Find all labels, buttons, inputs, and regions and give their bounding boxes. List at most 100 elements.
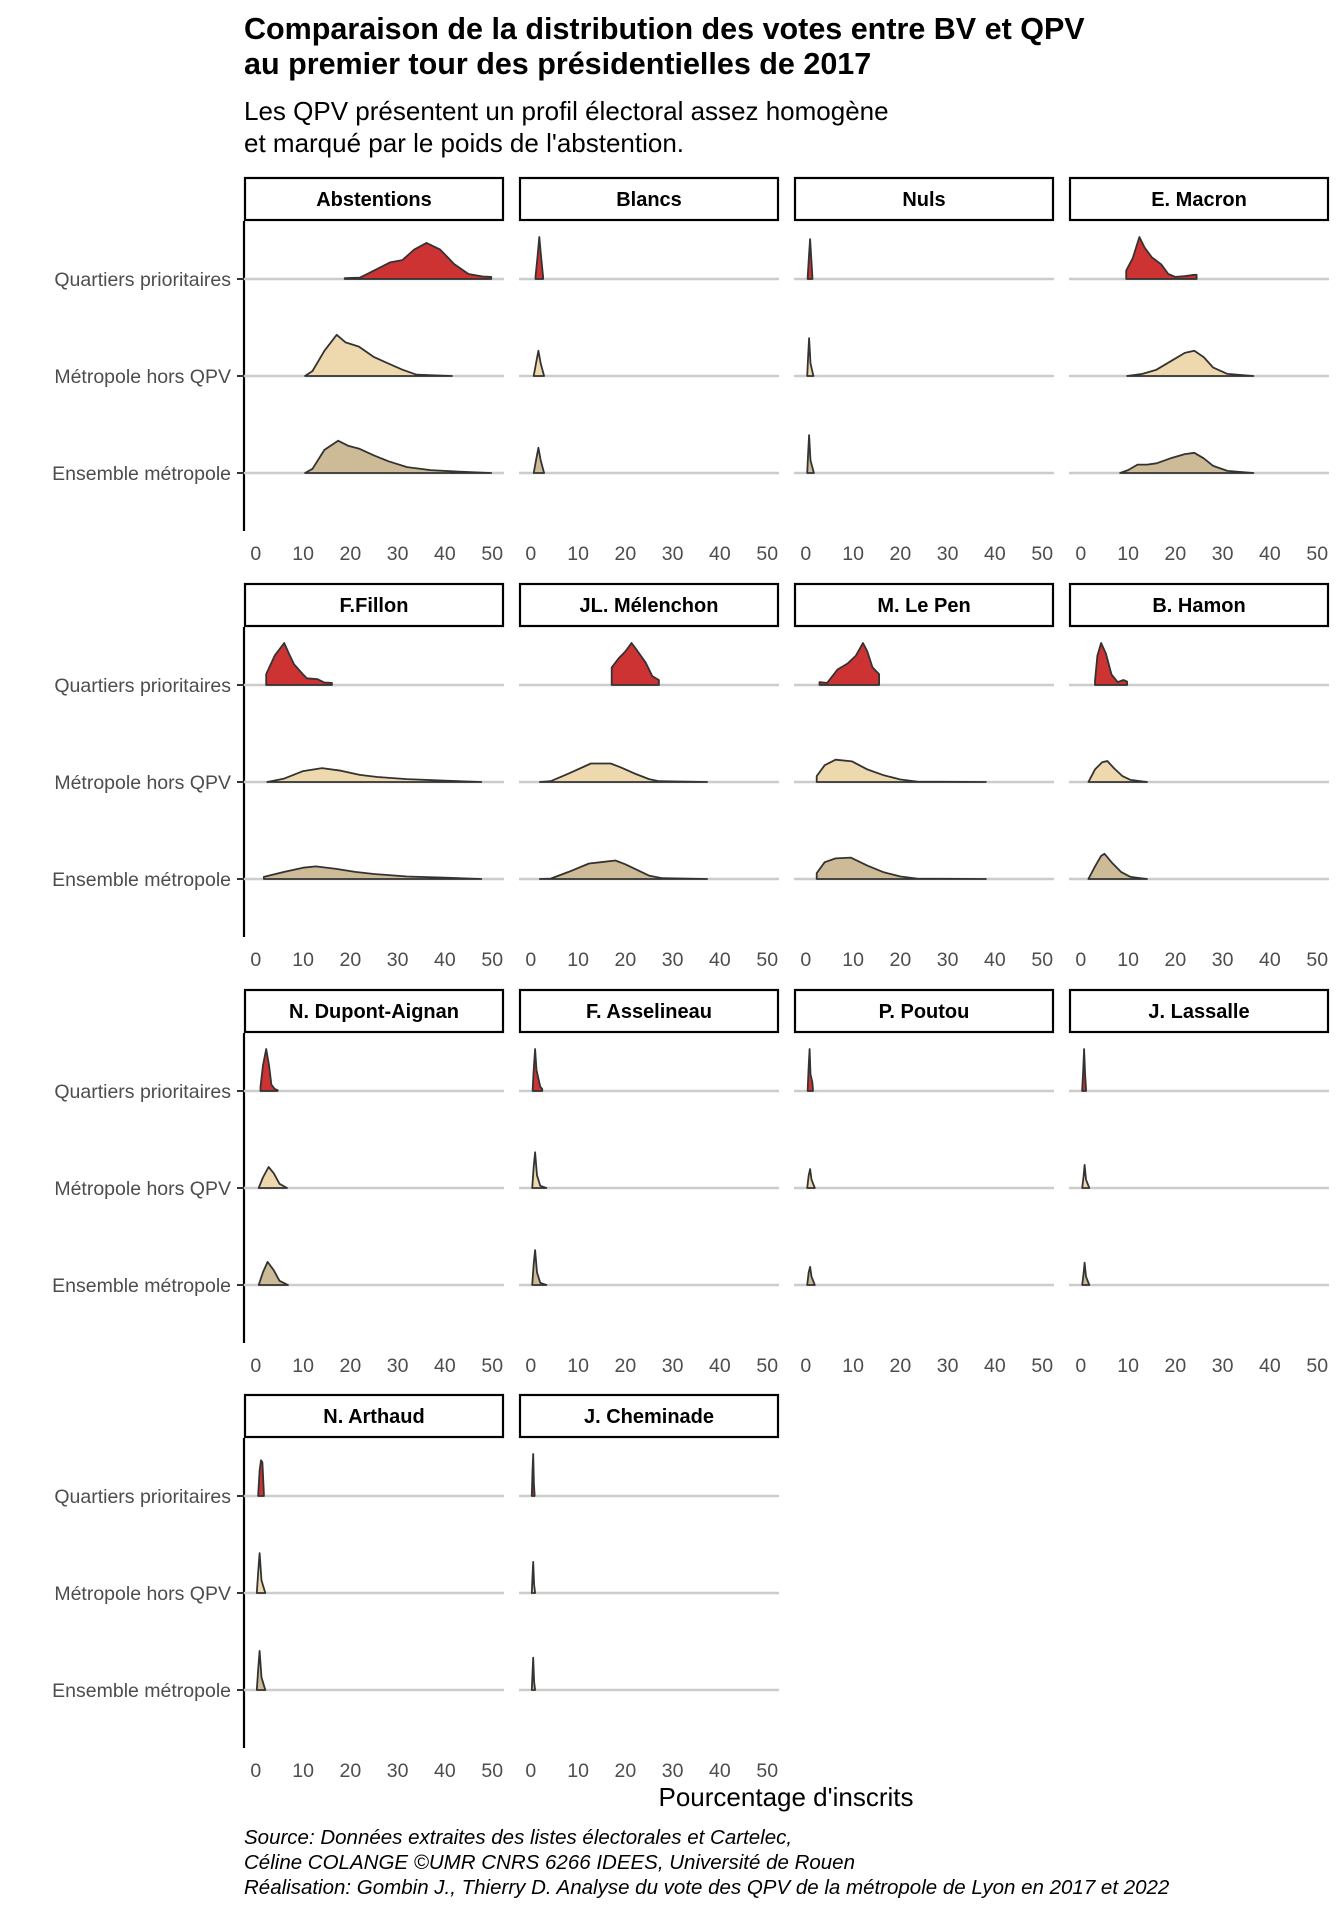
row-2-y-axis: Quartiers prioritaires Métropole hors QPV… (52, 627, 246, 937)
x-tick-label: 50 (756, 949, 778, 971)
x-tick-label: 0 (800, 949, 811, 971)
x-tick-label: 40 (709, 543, 731, 565)
ridge-metropole-hors-qpv (1081, 1164, 1091, 1189)
x-tick-label: 40 (1259, 949, 1281, 971)
ridge-metropole-hors-qpv (530, 1561, 536, 1594)
x-tick-label: 20 (615, 949, 637, 971)
ridge-quartiers-prioritaires (610, 642, 660, 686)
ridge-metropole-hors-qpv (806, 337, 815, 377)
facet-strip (243, 176, 505, 222)
ridge-metropole-hors-qpv (531, 1151, 548, 1189)
facet-strip (243, 582, 505, 628)
x-tick-label: 10 (292, 1355, 314, 1377)
x-tick-label: 30 (1212, 543, 1234, 565)
ridge-ensemble-metropole (806, 1266, 816, 1286)
caption-line-1: Source: Données extraites des listes éle… (244, 1826, 793, 1849)
x-tick-label: 10 (1117, 543, 1139, 565)
ridge-quartiers-prioritaires (265, 642, 333, 686)
x-tick-label: 0 (525, 1760, 536, 1782)
x-tick-label: 0 (1075, 949, 1086, 971)
facet-strip (1068, 176, 1330, 222)
x-tick-label: 40 (984, 1355, 1006, 1377)
x-tick-label: 20 (890, 1355, 912, 1377)
ridge-metropole-hors-qpv (1126, 349, 1255, 377)
ridge-quartiers-prioritaires (531, 1048, 544, 1092)
x-tick-label: 30 (937, 1355, 959, 1377)
ridge-metropole-hors-qpv (806, 1168, 816, 1189)
x-tick-label: 10 (842, 1355, 864, 1377)
y-tick-label: Ensemble métropole (52, 463, 231, 485)
x-tick-label: 40 (434, 1760, 456, 1782)
x-tick-label: 10 (292, 543, 314, 565)
x-axis-title: Pourcentage d'inscrits (658, 1782, 914, 1812)
ridge-ensemble-metropole (806, 434, 815, 474)
x-tick-label: 50 (756, 1355, 778, 1377)
x-tick-label: 0 (250, 949, 261, 971)
ridge-metropole-hors-qpv (257, 1166, 288, 1189)
x-tick-label: 50 (481, 1355, 503, 1377)
facet-label: F. Asselineau (586, 1001, 712, 1023)
facet-label: JL. Mélenchon (580, 595, 719, 617)
x-tick-label: 50 (1031, 543, 1053, 565)
ridge-metropole-hors-qpv (255, 1552, 267, 1594)
x-tick-label: 0 (250, 1355, 261, 1377)
x-tick-label: 30 (1212, 949, 1234, 971)
facet-label: P. Poutou (879, 1001, 970, 1023)
facet-strip (518, 176, 780, 222)
ridge-ensemble-metropole (1087, 852, 1148, 880)
facet-strip (1068, 988, 1330, 1034)
chart-subtitle-line-2: et marqué par le poids de l'abstention. (244, 128, 685, 158)
ridge-metropole-hors-qpv (304, 333, 453, 377)
facet-label: J. Cheminade (584, 1406, 714, 1428)
facet-label: B. Hamon (1152, 595, 1245, 617)
facet-m-le-pen: M. Le Pen 0 10 20 30 40 50 (793, 582, 1055, 971)
y-tick-label: Métropole hors QPV (54, 1583, 231, 1605)
x-tick-label: 30 (937, 543, 959, 565)
ridge-quartiers-prioritaires (1081, 1048, 1087, 1092)
ridge-quartiers-prioritaires (534, 236, 544, 280)
ridge-ensemble-metropole (1119, 451, 1255, 474)
x-tick-label: 40 (434, 543, 456, 565)
ridge-quartiers-prioritaires (1125, 236, 1198, 280)
facet-label: N. Dupont-Aignan (289, 1001, 459, 1023)
ridge-ensemble-metropole (263, 865, 483, 880)
y-tick-label: Quartiers prioritaires (54, 1486, 231, 1508)
facet-label: M. Le Pen (877, 595, 970, 617)
x-tick-label: 40 (434, 1355, 456, 1377)
ridge-ensemble-metropole (1081, 1261, 1091, 1286)
facet-label: Abstentions (316, 189, 432, 211)
facet-strip (243, 1393, 505, 1439)
x-tick-label: 0 (1075, 1355, 1086, 1377)
facet-jl-melenchon: JL. Mélenchon 0 10 20 30 40 50 (518, 582, 780, 971)
x-tick-label: 0 (1075, 543, 1086, 565)
chart-title-line-2: au premier tour des présidentielles de 2… (244, 47, 872, 81)
ridge-quartiers-prioritaires (806, 1048, 814, 1092)
x-tick-label: 20 (615, 1355, 637, 1377)
x-tick-label: 40 (984, 543, 1006, 565)
ridge-ensemble-metropole (815, 856, 987, 880)
facet-strip (1068, 582, 1330, 628)
x-tick-label: 30 (662, 1760, 684, 1782)
ridge-ensemble-metropole (304, 439, 493, 474)
x-tick-label: 40 (1259, 543, 1281, 565)
ridge-quartiers-prioritaires (257, 1459, 265, 1497)
caption-line-2: Céline COLANGE ©UMR CNRS 6266 IDEES, Uni… (244, 1851, 855, 1874)
ridge-ensemble-metropole (531, 1249, 548, 1286)
ridge-quartiers-prioritaires (806, 238, 814, 280)
y-tick-label: Métropole hors QPV (54, 1178, 231, 1200)
facet-label: J. Lassalle (1148, 1001, 1249, 1023)
facet-strip (518, 988, 780, 1034)
ridge-ensemble-metropole (257, 1261, 289, 1286)
x-tick-label: 10 (1117, 949, 1139, 971)
facet-strip (518, 1393, 780, 1439)
y-tick-label: Métropole hors QPV (54, 366, 231, 388)
facet-j-lassalle: J. Lassalle 0 10 20 30 40 50 (1068, 988, 1330, 1377)
facet-abstentions: Abstentions 0 10 20 30 40 50 (243, 176, 505, 565)
x-tick-label: 40 (709, 1355, 731, 1377)
facet-strip (793, 176, 1055, 222)
x-tick-label: 30 (387, 1355, 409, 1377)
y-tick-label: Ensemble métropole (52, 1275, 231, 1297)
facet-strip (518, 582, 780, 628)
facet-n-dupont-aignan: N. Dupont-Aignan 0 10 20 30 40 50 (243, 988, 505, 1377)
x-tick-label: 20 (890, 543, 912, 565)
